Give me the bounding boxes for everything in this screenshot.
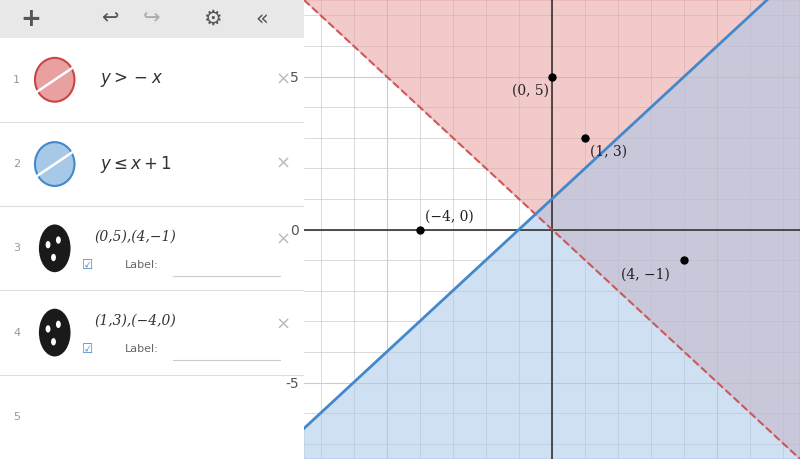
Text: ↩: ↩	[101, 9, 118, 29]
Text: «: «	[255, 9, 268, 29]
Circle shape	[56, 321, 61, 328]
Circle shape	[39, 309, 70, 357]
Text: ↪: ↪	[143, 9, 161, 29]
Circle shape	[56, 236, 61, 244]
Bar	[0, 0, 304, 38]
Circle shape	[46, 325, 50, 333]
Text: ×: ×	[275, 155, 290, 173]
Text: ×: ×	[275, 315, 290, 333]
Ellipse shape	[35, 142, 74, 186]
Text: ☑: ☑	[82, 343, 94, 356]
Text: 4: 4	[13, 328, 20, 337]
Circle shape	[39, 224, 70, 272]
Text: +: +	[20, 7, 41, 31]
Text: ×: ×	[275, 71, 290, 89]
Text: (1,3),(−4,0): (1,3),(−4,0)	[94, 314, 176, 328]
Text: (−4, 0): (−4, 0)	[425, 209, 474, 224]
Text: 5: 5	[14, 412, 20, 422]
Text: 2: 2	[13, 159, 20, 169]
Text: 1: 1	[14, 75, 20, 85]
Text: ☑: ☑	[82, 259, 94, 272]
Text: (4, −1): (4, −1)	[622, 268, 670, 281]
Text: (0, 5): (0, 5)	[512, 84, 550, 98]
Text: ⚙: ⚙	[203, 9, 222, 29]
Ellipse shape	[35, 58, 74, 102]
Text: 3: 3	[14, 243, 20, 253]
Text: $y \leq x + 1$: $y \leq x + 1$	[100, 154, 172, 174]
Circle shape	[46, 241, 50, 248]
Text: (1, 3): (1, 3)	[590, 145, 627, 159]
Circle shape	[51, 338, 56, 346]
Text: Label:: Label:	[125, 344, 158, 354]
Text: Label:: Label:	[125, 260, 158, 270]
Text: ×: ×	[275, 231, 290, 249]
Circle shape	[51, 254, 56, 261]
Text: $y > -x$: $y > -x$	[100, 70, 163, 89]
Text: (0,5),(4,−1): (0,5),(4,−1)	[94, 230, 176, 244]
